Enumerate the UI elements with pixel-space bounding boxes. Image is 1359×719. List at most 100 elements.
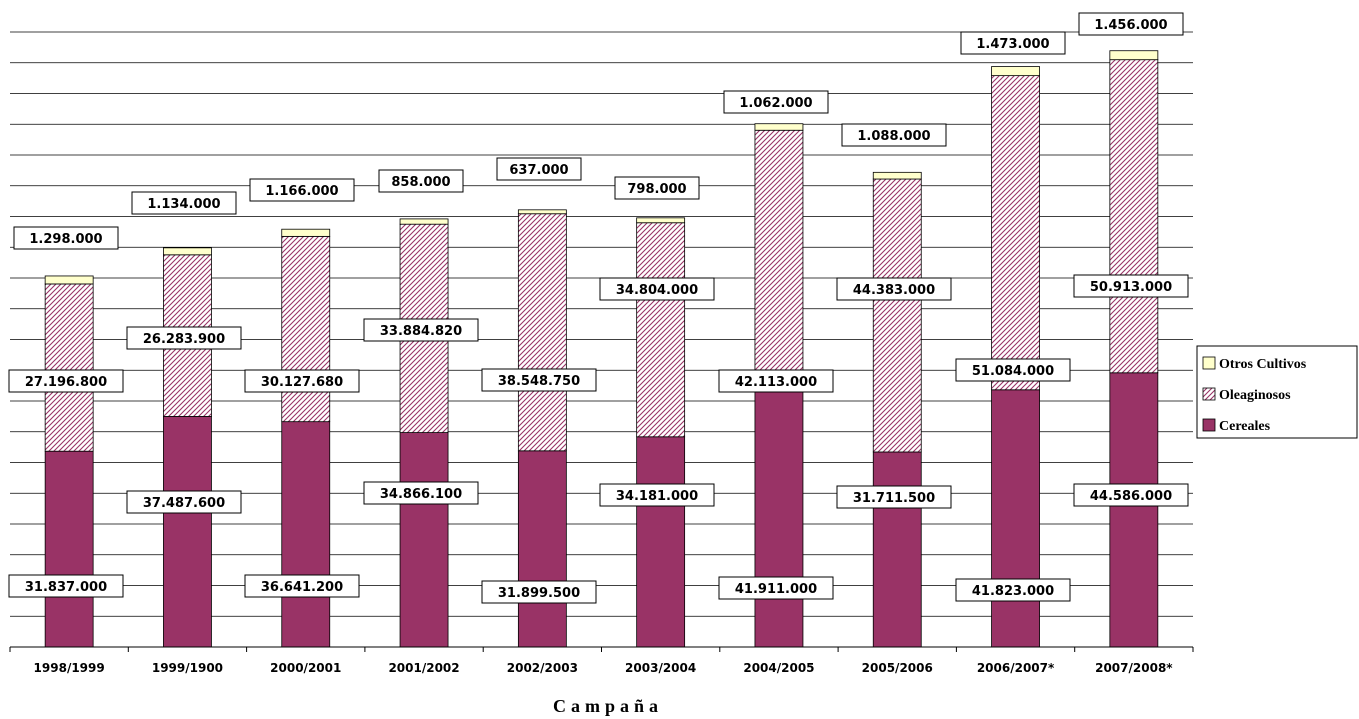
- x-tick-label: 1999/1900: [152, 661, 223, 675]
- data-label-text: 41.823.000: [972, 584, 1054, 599]
- data-label-text: 1.298.000: [29, 232, 102, 247]
- data-label: 44.586.000: [1074, 484, 1188, 506]
- data-label: 1.456.000: [1079, 13, 1183, 35]
- bar-segment-oleaginosos: [45, 284, 93, 451]
- data-label: 1.134.000: [132, 192, 236, 214]
- x-axis-title: Campaña: [553, 696, 663, 716]
- data-label: 1.062.000: [724, 91, 828, 113]
- bar-segment-otros-cultivos: [282, 229, 330, 236]
- data-label-text: 1.062.000: [739, 96, 812, 111]
- bar-segment-otros-cultivos: [992, 67, 1040, 76]
- data-label: 51.084.000: [956, 359, 1070, 381]
- data-label-text: 41.911.000: [735, 582, 817, 597]
- data-label: 1.166.000: [250, 179, 354, 201]
- bar-segment-oleaginosos: [755, 130, 803, 389]
- x-tick-label: 2001/2002: [388, 661, 459, 675]
- data-label: 34.804.000: [600, 278, 714, 300]
- data-label: 30.127.680: [245, 370, 359, 392]
- data-label: 1.473.000: [961, 32, 1065, 54]
- data-label: 858.000: [379, 170, 463, 192]
- x-tick-label: 2000/2001: [270, 661, 341, 675]
- data-label-text: 42.113.000: [735, 375, 817, 390]
- data-label-text: 1.166.000: [265, 184, 338, 199]
- x-tick-label: 2007/2008*: [1095, 661, 1173, 675]
- data-label-text: 1.456.000: [1094, 18, 1167, 33]
- bar-segment-oleaginosos: [518, 214, 566, 451]
- legend-label: Otros Cultivos: [1219, 357, 1307, 372]
- legend-swatch: [1203, 388, 1215, 400]
- data-label: 33.884.820: [364, 319, 478, 341]
- data-label: 37.487.600: [127, 491, 241, 513]
- data-label: 42.113.000: [719, 370, 833, 392]
- data-label: 27.196.800: [9, 370, 123, 392]
- x-tick-label: 2006/2007*: [977, 661, 1055, 675]
- x-tick-label: 2005/2006: [862, 661, 933, 675]
- data-label: 1.088.000: [842, 124, 946, 146]
- x-tick-label: 2002/2003: [507, 661, 578, 675]
- bar-segment-cereales: [1110, 373, 1158, 647]
- bar-segment-oleaginosos: [637, 223, 685, 437]
- data-label-text: 1.473.000: [976, 37, 1049, 52]
- data-label-text: 38.548.750: [498, 374, 580, 389]
- data-label: 1.298.000: [14, 227, 118, 249]
- x-tick-label: 1998/1999: [34, 661, 105, 675]
- bar-segment-otros-cultivos: [45, 276, 93, 284]
- legend-swatch: [1203, 419, 1215, 431]
- data-label-text: 44.383.000: [853, 283, 935, 298]
- data-label-text: 34.804.000: [616, 283, 698, 298]
- bar-segment-cereales: [873, 452, 921, 647]
- bar-segment-otros-cultivos: [873, 172, 921, 179]
- data-label: 31.711.500: [837, 486, 951, 508]
- data-label: 36.641.200: [245, 575, 359, 597]
- bar-segment-oleaginosos: [1110, 60, 1158, 373]
- bar-segment-oleaginosos: [282, 236, 330, 421]
- data-label: 41.911.000: [719, 577, 833, 599]
- bar-segment-cereales: [45, 451, 93, 647]
- bar-segment-cereales: [163, 416, 211, 647]
- x-tick-label: 2003/2004: [625, 661, 696, 675]
- data-label: 31.899.500: [482, 581, 596, 603]
- data-label-text: 31.899.500: [498, 586, 580, 601]
- data-label-text: 31.837.000: [25, 580, 107, 595]
- data-label-text: 27.196.800: [25, 375, 107, 390]
- data-label: 44.383.000: [837, 278, 951, 300]
- data-label: 38.548.750: [482, 369, 596, 391]
- data-label-text: 30.127.680: [261, 375, 343, 390]
- bar-segment-cereales: [518, 451, 566, 647]
- data-label-text: 1.088.000: [857, 129, 930, 144]
- legend-label: Cereales: [1219, 419, 1271, 434]
- bar-segment-otros-cultivos: [518, 210, 566, 214]
- bar-segment-otros-cultivos: [163, 248, 211, 255]
- data-label-text: 37.487.600: [143, 496, 225, 511]
- bar-segment-otros-cultivos: [637, 218, 685, 223]
- bar-segment-oleaginosos: [992, 76, 1040, 390]
- data-label: 637.000: [497, 158, 581, 180]
- bar-segment-cereales: [637, 437, 685, 647]
- data-label-text: 34.181.000: [616, 489, 698, 504]
- data-label-text: 44.586.000: [1090, 489, 1172, 504]
- legend-swatch: [1203, 357, 1215, 369]
- data-label-text: 51.084.000: [972, 364, 1054, 379]
- data-label: 50.913.000: [1074, 275, 1188, 297]
- x-tick-label: 2004/2005: [743, 661, 814, 675]
- legend-label: Oleaginosos: [1219, 388, 1291, 403]
- x-tick-labels: 1998/1999 1999/1900 2000/2001 2001/2002 2002…: [10, 647, 1193, 675]
- data-label-text: 798.000: [627, 182, 686, 197]
- data-label-text: 1.134.000: [147, 197, 220, 212]
- data-label-text: 31.711.500: [853, 491, 935, 506]
- bar-segment-oleaginosos: [873, 179, 921, 452]
- bar-segment-otros-cultivos: [755, 124, 803, 131]
- bar-segment-cereales: [282, 422, 330, 647]
- data-label: 798.000: [615, 177, 699, 199]
- data-label: 34.181.000: [600, 484, 714, 506]
- data-label-text: 858.000: [391, 175, 450, 190]
- bar-segment-otros-cultivos: [400, 219, 448, 224]
- data-label-text: 34.866.100: [380, 487, 462, 502]
- legend: Otros Cultivos Oleaginosos Cereales: [1197, 346, 1357, 438]
- data-label: 26.283.900: [127, 327, 241, 349]
- data-label-text: 26.283.900: [143, 332, 225, 347]
- data-label-text: 50.913.000: [1090, 280, 1172, 295]
- bar-segment-cereales: [992, 390, 1040, 647]
- data-label: 34.866.100: [364, 482, 478, 504]
